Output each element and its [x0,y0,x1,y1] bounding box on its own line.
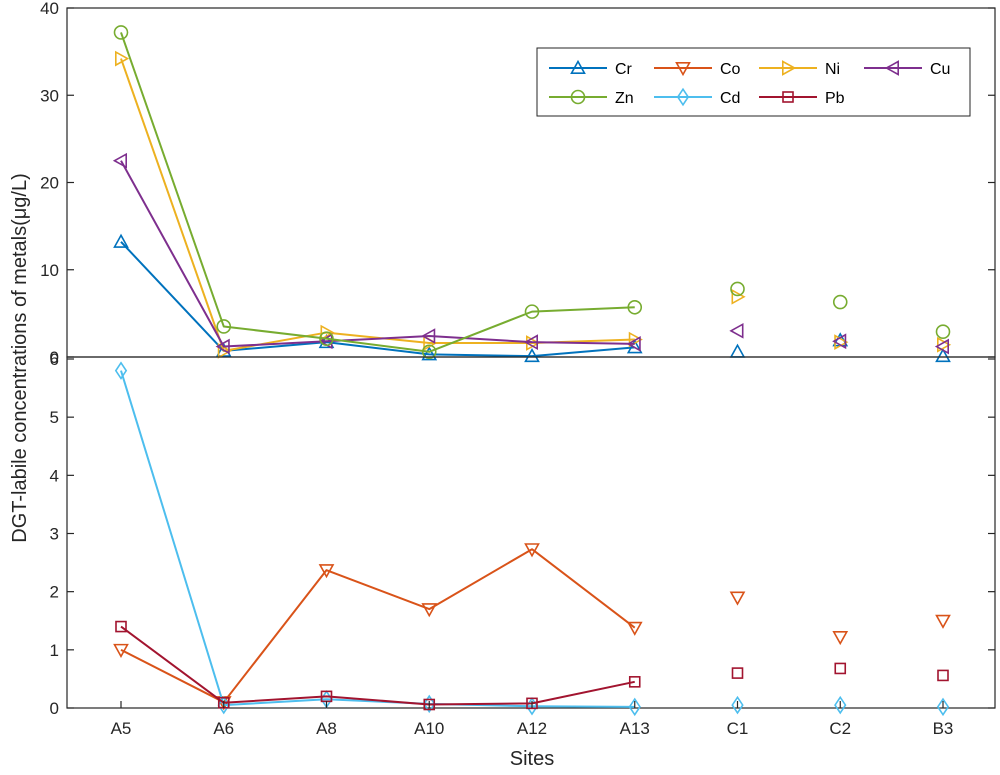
point-co-marker [318,564,335,579]
panel-frame [66,356,996,709]
series-line-cd [120,370,635,708]
y-tick-label: 6 [50,350,59,369]
y-tick-label: 20 [40,174,59,193]
point-pb-marker [628,676,641,688]
legend-box [536,47,971,117]
x-axis-title: Sites [510,748,554,770]
y-tick-label: 10 [40,261,59,280]
point-pb-marker [423,698,436,711]
legend-pb-marker [782,91,794,103]
y-tick-label: 5 [50,408,59,427]
point-zn-marker [319,331,334,346]
x-tick-label: C2 [829,719,851,738]
point-ni-marker [320,324,335,341]
point-pb-marker [834,662,847,675]
point-co-marker [935,614,951,629]
y-tick-label: 1 [50,641,59,660]
legend-label-cu: Cu [930,61,950,78]
point-cr-marker [113,233,129,248]
point-pb-marker [526,697,538,710]
legend-label-pb: Pb [825,90,845,107]
y-tick-label: 30 [40,86,59,105]
x-axis: A5 A6 A8 A10 A12 A13 C1 C2 B3 [111,701,954,738]
point-zn-marker [524,304,540,319]
series-line-cr [120,241,635,358]
bottom-panel: 0 1 2 3 4 5 6 [50,350,996,718]
point-cu-marker [626,336,641,352]
point-co-marker [729,591,746,606]
point-zn-marker [421,344,437,360]
legend-label-ni: Ni [825,61,840,78]
point-cr-marker [935,347,951,363]
series-line-co [120,548,636,704]
point-co-marker [832,631,849,646]
x-tick-label: A13 [620,719,650,738]
point-cu-marker [523,334,539,351]
x-tick-label: A6 [213,719,234,738]
point-cr-marker [729,343,746,358]
point-zn-marker [730,281,745,297]
y-axis-title: DGT-labile concentrations of metals(μg/L… [9,173,31,542]
point-cd-marker [628,697,641,717]
point-zn-marker [216,319,232,334]
point-cu-marker [112,152,127,169]
legend-label-co: Co [720,61,741,78]
point-cd-marker [114,361,128,380]
point-pb-marker [115,620,127,633]
y-tick-label: 0 [50,699,59,718]
point-ni-marker [936,336,952,353]
x-tick-label: A5 [111,719,132,738]
point-ni-marker [115,50,130,67]
point-co-marker [421,603,438,618]
x-tick-label: A12 [517,719,547,738]
point-zn-marker [627,299,643,315]
point-cu-marker [729,322,744,339]
y-tick-label: 0 [50,348,59,367]
point-zn-marker [113,25,129,40]
legend-cu-marker [884,60,900,76]
point-cd-marker [834,695,847,715]
x-tick-label: C1 [727,719,749,738]
point-cu-marker [215,338,230,355]
legend-label-cd: Cd [720,90,740,107]
point-pb-marker [731,667,744,679]
y-tick-label: 40 [40,0,59,18]
point-cd-marker [423,694,436,714]
point-co-marker [113,643,129,658]
point-cr-marker [626,339,643,354]
legend: Cr Co Ni Cu Zn Cd Pb [536,47,971,117]
x-tick-label: B3 [933,719,954,738]
series-line-zn [120,32,635,353]
series-line-pb [120,625,635,706]
point-cd-marker [936,697,950,717]
point-cu-marker [421,328,436,344]
y-tick-label: 2 [50,583,59,602]
y-tick-label: 4 [50,466,59,485]
y-tick-label: 3 [50,525,59,544]
point-cr-marker [421,346,438,361]
point-co-marker [524,543,540,558]
legend-ni-marker [781,60,797,76]
point-ni-marker [628,331,643,348]
legend-co-marker [675,61,691,77]
point-zn-marker [935,324,951,339]
point-cu-marker [934,338,950,355]
legend-cd-marker [676,87,690,107]
point-ni-marker [217,343,232,359]
series-line-cu [120,160,635,348]
legend-label-cr: Cr [615,61,633,78]
point-cd-marker [731,695,744,715]
point-cu-marker [832,333,847,350]
x-tick-label: A8 [316,719,337,738]
point-zn-marker [832,294,848,310]
point-co-marker [626,621,643,636]
point-cr-marker [524,347,540,363]
point-pb-marker [937,669,949,682]
legend-label-zn: Zn [615,90,634,107]
x-tick-label: A10 [414,719,444,738]
legend-cr-marker [570,59,586,74]
point-ni-marker [731,288,746,305]
legend-zn-marker [570,89,586,105]
